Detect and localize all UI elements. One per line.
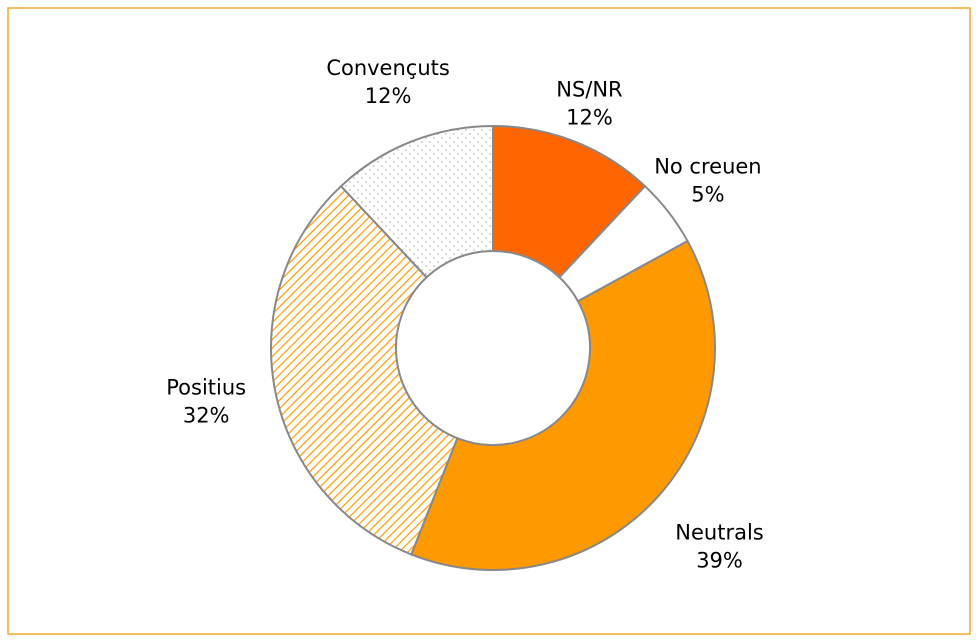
slice-value: 32% bbox=[183, 404, 230, 428]
slice-label: Neutrals bbox=[675, 521, 763, 545]
slice-label: Positius bbox=[166, 376, 246, 400]
slice-label: NS/NR bbox=[556, 77, 622, 101]
slice-value: 5% bbox=[691, 182, 724, 206]
donut-slice bbox=[270, 184, 459, 556]
slice-value: 12% bbox=[566, 105, 613, 129]
slice-label: No creuen bbox=[654, 154, 761, 178]
slice-value: 39% bbox=[696, 549, 743, 573]
slice-label: Convençuts bbox=[326, 56, 450, 80]
donut-slice bbox=[492, 124, 647, 279]
slice-value: 12% bbox=[365, 84, 412, 108]
donut-slice bbox=[339, 124, 494, 279]
donut-slice bbox=[409, 239, 716, 571]
